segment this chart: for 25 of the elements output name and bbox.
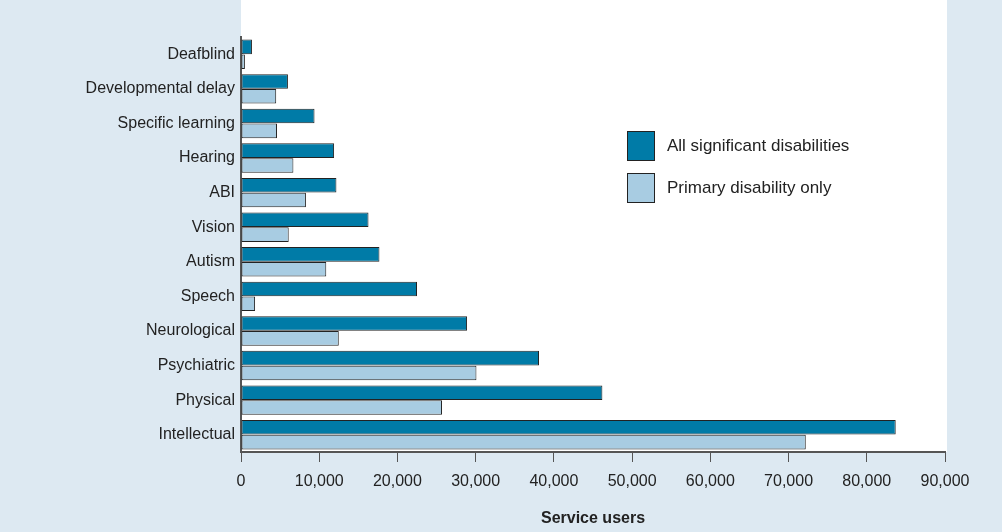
x-tick-label: 50,000 [607,472,657,490]
x-tick-label: 10,000 [294,472,344,490]
x-tick-label: 20,000 [372,472,423,490]
y-tick-label: ABI [209,183,235,201]
y-tick-label: Hearing [178,148,235,166]
x-tick-label: 80,000 [842,472,892,490]
legend-label: All significant disabilities [667,136,850,156]
y-tick-label: Deafblind [167,44,235,62]
y-tick-label: Neurological [146,321,235,339]
x-axis-title: Service users [540,508,646,526]
y-tick-label: Autism [186,252,235,270]
y-tick-label: Specific learning [117,113,235,131]
y-tick-label: Developmental delay [85,79,235,97]
x-tick-label: 0 [236,472,246,490]
y-tick-label: Psychiatric [157,355,235,373]
x-tick-label: 90,000 [920,472,970,490]
x-tick-label: 40,000 [529,472,579,490]
legend-label: Primary disability only [667,178,832,198]
y-tick-label: Speech [180,286,235,304]
x-tick-label: 70,000 [764,472,814,490]
x-tick-label: 60,000 [685,472,735,490]
y-tick-label: Intellectual [158,425,235,443]
y-tick-label: Physical [175,390,235,408]
y-tick-label: Vision [191,217,235,235]
x-tick-label: 30,000 [451,472,501,490]
